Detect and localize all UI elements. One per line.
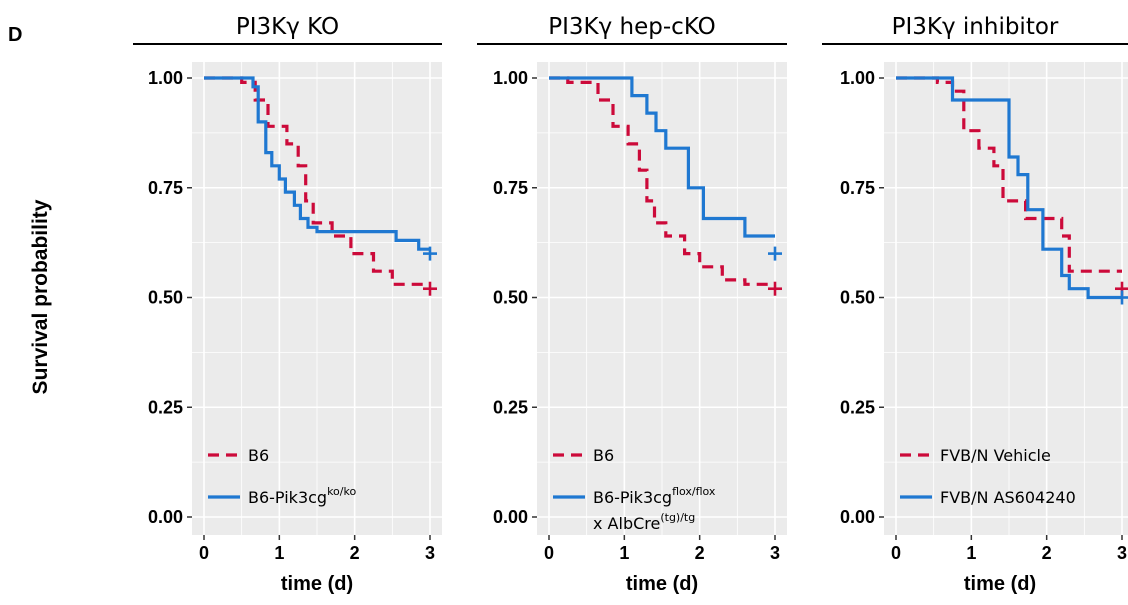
x-tick-label: 0: [891, 543, 901, 563]
x-tick-label: 0: [199, 543, 209, 563]
panel-2: PI3Kγ hep-cKO 0.00 0.25 0.50 0.75 1.00 0 1 2 3 tim…: [477, 14, 787, 595]
series-line-control: [204, 76, 430, 286]
panel-1: PI3Kγ KO 0.00 0.25 0.50 0.75 1.00 0 1 2 3 time (d)…: [133, 14, 442, 595]
x-axis-label: time (d): [964, 573, 1036, 595]
y-axis-label: Survival probability: [29, 199, 52, 394]
series-line-treated: [204, 76, 430, 251]
x-tick-label: 2: [695, 543, 705, 563]
chart-title: PI3Kγ inhibitor: [892, 14, 1059, 40]
y-tick-label: 0.25: [148, 397, 183, 417]
x-tick-label: 0: [544, 543, 554, 563]
x-tick-label: 1: [966, 543, 976, 563]
legend-label: B6: [593, 446, 614, 465]
legend-label: FVB/N Vehicle: [940, 446, 1051, 465]
series-line-treated: [896, 76, 1122, 300]
x-axis-label: time (d): [626, 573, 698, 595]
series-line-control: [896, 76, 1122, 273]
chart-title: PI3Kγ hep-cKO: [548, 14, 716, 40]
y-tick-label: 0.25: [493, 397, 528, 417]
y-tick-label: 0.75: [840, 178, 875, 198]
legend: FVB/N Vehicle FVB/N AS604240: [900, 446, 1076, 507]
x-tick-label: 1: [619, 543, 629, 563]
x-tick-label: 2: [350, 543, 360, 563]
y-tick-label: 0.25: [840, 397, 875, 417]
x-tick-label: 3: [770, 543, 780, 563]
panel-label: D: [8, 24, 22, 46]
y-tick-label: 0.00: [493, 507, 528, 527]
y-tick-label: 0.00: [148, 507, 183, 527]
series-line-control: [549, 76, 775, 286]
y-tick-label: 0.50: [493, 288, 528, 308]
y-tick-label: 1.00: [840, 68, 875, 88]
y-tick-label: 1.00: [148, 68, 183, 88]
x-tick-label: 3: [1117, 543, 1127, 563]
y-tick-label: 1.00: [493, 68, 528, 88]
panel-3: PI3Kγ inhibitor 0.00 0.25 0.50 0.75 1.00 0 1 2 3 t…: [822, 14, 1128, 595]
y-tick-label: 0.50: [148, 288, 183, 308]
legend-label: FVB/N AS604240: [940, 488, 1076, 507]
y-tick-label: 0.00: [840, 507, 875, 527]
x-tick-label: 2: [1042, 543, 1052, 563]
y-tick-label: 0.75: [493, 178, 528, 198]
series-line-treated: [549, 76, 775, 238]
chart-title: PI3Kγ KO: [236, 14, 339, 40]
panels: PI3Kγ KO 0.00 0.25 0.50 0.75 1.00 0 1 2 3 time (d)…: [133, 14, 1128, 595]
y-tick-label: 0.50: [840, 288, 875, 308]
y-tick-label: 0.75: [148, 178, 183, 198]
x-tick-label: 1: [274, 543, 284, 563]
x-tick-label: 3: [425, 543, 435, 563]
legend-label: B6: [248, 446, 269, 465]
x-axis-label: time (d): [281, 573, 353, 595]
